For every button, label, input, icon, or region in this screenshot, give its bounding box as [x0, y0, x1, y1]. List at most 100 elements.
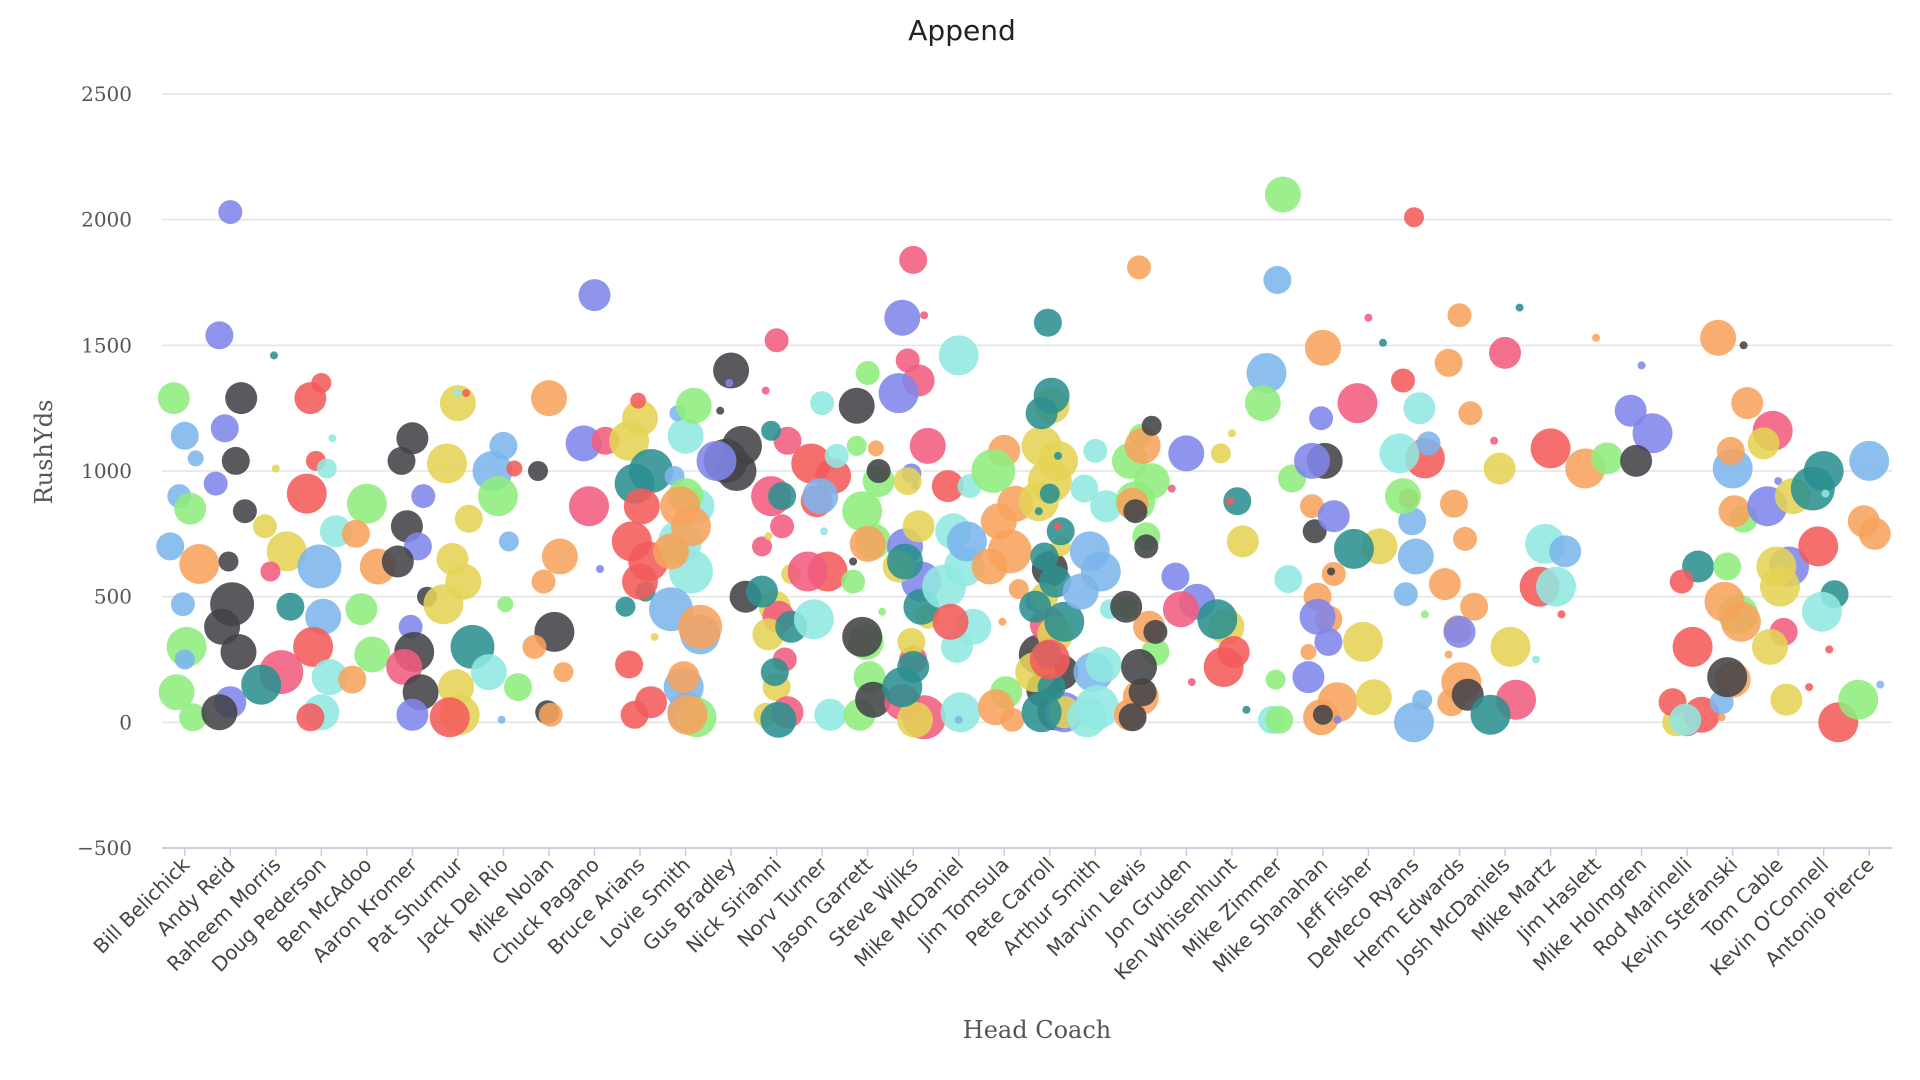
- bubble-point[interactable]: [810, 391, 835, 416]
- bubble-point[interactable]: [920, 311, 929, 320]
- bubble-point[interactable]: [897, 627, 926, 656]
- bubble-point[interactable]: [1825, 645, 1834, 654]
- bubble-point[interactable]: [1760, 566, 1800, 607]
- bubble-point[interactable]: [1143, 619, 1168, 644]
- bubble-point[interactable]: [1404, 207, 1424, 228]
- bubble-point[interactable]: [716, 406, 725, 415]
- bubble-point[interactable]: [354, 636, 391, 673]
- bubble-point[interactable]: [1447, 303, 1472, 328]
- bubble-point[interactable]: [158, 674, 195, 711]
- bubble-point[interactable]: [1747, 427, 1780, 460]
- bubble-point[interactable]: [1397, 538, 1434, 575]
- bubble-point[interactable]: [328, 434, 337, 443]
- bubble-point[interactable]: [1263, 266, 1292, 294]
- bubble-point[interactable]: [1669, 569, 1694, 594]
- bubble-point[interactable]: [842, 616, 883, 657]
- bubble-point[interactable]: [1300, 644, 1317, 660]
- bubble-point[interactable]: [1242, 705, 1251, 714]
- bubble-point[interactable]: [341, 519, 370, 548]
- bubble-point[interactable]: [531, 380, 567, 417]
- bubble-point[interactable]: [1244, 385, 1281, 422]
- bubble-point[interactable]: [553, 662, 574, 683]
- bubble-point[interactable]: [1226, 525, 1259, 558]
- bubble-point[interactable]: [506, 460, 523, 477]
- bubble-point[interactable]: [179, 544, 220, 584]
- bubble-point[interactable]: [1707, 657, 1748, 698]
- bubble-point[interactable]: [667, 694, 708, 735]
- bubble-point[interactable]: [271, 464, 280, 473]
- bubble-point[interactable]: [1333, 528, 1374, 569]
- bubble-point[interactable]: [1039, 483, 1060, 504]
- bubble-point[interactable]: [157, 382, 190, 415]
- bubble-point[interactable]: [1458, 401, 1483, 426]
- bubble-point[interactable]: [1226, 497, 1234, 506]
- bubble-point[interactable]: [667, 661, 700, 694]
- bubble-point[interactable]: [1490, 436, 1499, 445]
- bubble-point[interactable]: [187, 450, 204, 467]
- bubble-point[interactable]: [846, 435, 867, 456]
- bubble-point[interactable]: [538, 702, 563, 727]
- bubble-point[interactable]: [528, 461, 548, 481]
- bubble-point[interactable]: [1434, 348, 1463, 377]
- bubble-point[interactable]: [1227, 429, 1236, 438]
- bubble-point[interactable]: [1444, 650, 1453, 659]
- bubble-point[interactable]: [761, 386, 770, 395]
- bubble-point[interactable]: [971, 449, 1016, 493]
- bubble-point[interactable]: [838, 387, 875, 424]
- bubble-point[interactable]: [1327, 567, 1336, 576]
- bubble-point[interactable]: [671, 506, 711, 547]
- bubble-point[interactable]: [1294, 442, 1330, 479]
- bubble-point[interactable]: [498, 531, 519, 552]
- bubble-point[interactable]: [760, 658, 789, 687]
- bubble-point[interactable]: [1274, 565, 1303, 594]
- bubble-point[interactable]: [1161, 562, 1190, 591]
- bubble-point[interactable]: [998, 617, 1007, 626]
- bubble-point[interactable]: [1790, 466, 1835, 511]
- bubble-point[interactable]: [1858, 517, 1891, 550]
- bubble-point[interactable]: [1614, 394, 1647, 427]
- bubble-point[interactable]: [1044, 601, 1085, 642]
- bubble-point[interactable]: [1385, 478, 1421, 515]
- bubble-point[interactable]: [1203, 647, 1244, 687]
- bubble-point[interactable]: [1030, 542, 1059, 571]
- bubble-point[interactable]: [746, 575, 778, 608]
- bubble-point[interactable]: [252, 514, 277, 539]
- bubble-point[interactable]: [1034, 507, 1043, 516]
- bubble-point[interactable]: [1021, 692, 1062, 733]
- bubble-point[interactable]: [842, 491, 883, 532]
- bubble-point[interactable]: [1124, 427, 1161, 464]
- bubble-point[interactable]: [1008, 579, 1029, 600]
- bubble-point[interactable]: [1718, 495, 1751, 528]
- bubble-point[interactable]: [1713, 552, 1742, 581]
- bubble-point[interactable]: [504, 673, 532, 702]
- bubble-point[interactable]: [203, 471, 228, 496]
- bubble-point[interactable]: [1128, 678, 1157, 707]
- bubble-point[interactable]: [1393, 582, 1418, 607]
- bubble-point[interactable]: [462, 389, 471, 398]
- bubble-point[interactable]: [1805, 683, 1814, 692]
- bubble-point[interactable]: [1309, 406, 1334, 431]
- bubble-point[interactable]: [1536, 566, 1576, 607]
- bubble-point[interactable]: [1210, 443, 1231, 464]
- bubble-point[interactable]: [878, 607, 887, 616]
- bubble-point[interactable]: [1591, 442, 1623, 475]
- bubble-point[interactable]: [218, 200, 243, 225]
- bubble-point[interactable]: [946, 521, 987, 562]
- bubble-point[interactable]: [221, 446, 250, 475]
- bubble-point[interactable]: [940, 692, 981, 733]
- bubble-point[interactable]: [1557, 610, 1566, 619]
- bubble-point[interactable]: [1223, 487, 1252, 516]
- bubble-point[interactable]: [1632, 413, 1673, 454]
- bubble-point[interactable]: [305, 598, 342, 635]
- bubble-point[interactable]: [1292, 661, 1325, 694]
- bubble-point[interactable]: [667, 417, 704, 454]
- bubble-point[interactable]: [867, 440, 884, 457]
- bubble-point[interactable]: [1067, 697, 1108, 738]
- bubble-point[interactable]: [1849, 440, 1890, 481]
- bubble-point[interactable]: [1300, 494, 1324, 519]
- bubble-point[interactable]: [1314, 627, 1343, 656]
- bubble-point[interactable]: [1162, 591, 1199, 628]
- bubble-point[interactable]: [1620, 444, 1653, 477]
- bubble-point[interactable]: [1420, 610, 1429, 619]
- bubble-point[interactable]: [1025, 397, 1058, 430]
